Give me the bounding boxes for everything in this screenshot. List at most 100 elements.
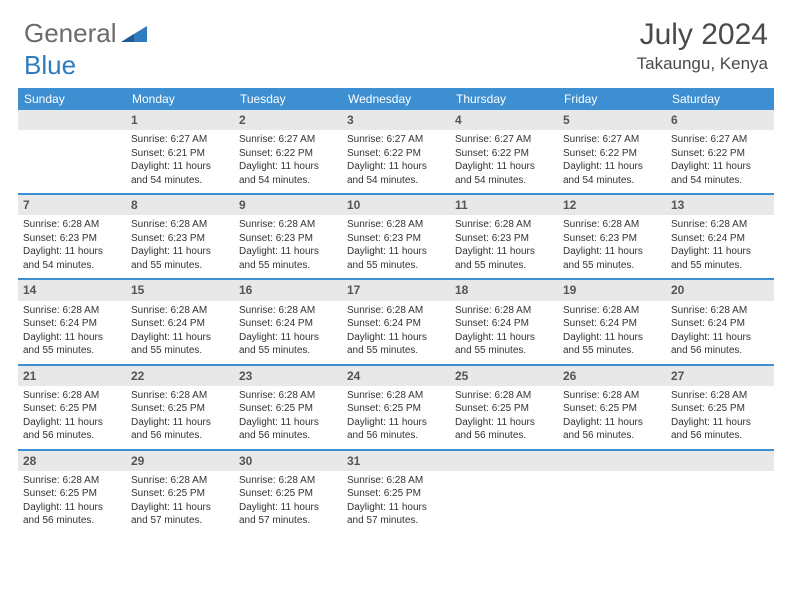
day-details: Sunrise: 6:28 AMSunset: 6:25 PMDaylight:… bbox=[342, 386, 450, 449]
day-number: 18 bbox=[450, 280, 558, 300]
flag-icon bbox=[121, 20, 149, 51]
day-details: Sunrise: 6:28 AMSunset: 6:23 PMDaylight:… bbox=[234, 215, 342, 278]
calendar-day: 7Sunrise: 6:28 AMSunset: 6:23 PMDaylight… bbox=[18, 195, 126, 278]
day-details: Sunrise: 6:28 AMSunset: 6:25 PMDaylight:… bbox=[234, 471, 342, 534]
day-number: 23 bbox=[234, 366, 342, 386]
day-number: 16 bbox=[234, 280, 342, 300]
sunrise-text: Sunrise: 6:28 AM bbox=[563, 389, 661, 403]
sunrise-text: Sunrise: 6:28 AM bbox=[455, 218, 553, 232]
sunset-text: Sunset: 6:25 PM bbox=[347, 487, 445, 501]
calendar-week: 21Sunrise: 6:28 AMSunset: 6:25 PMDayligh… bbox=[18, 366, 774, 451]
calendar-day: 27Sunrise: 6:28 AMSunset: 6:25 PMDayligh… bbox=[666, 366, 774, 449]
sunset-text: Sunset: 6:22 PM bbox=[671, 147, 769, 161]
daylight-text: Daylight: 11 hours and 55 minutes. bbox=[239, 245, 337, 272]
calendar-day: 16Sunrise: 6:28 AMSunset: 6:24 PMDayligh… bbox=[234, 280, 342, 363]
sunset-text: Sunset: 6:22 PM bbox=[347, 147, 445, 161]
day-details: Sunrise: 6:28 AMSunset: 6:25 PMDaylight:… bbox=[126, 386, 234, 449]
weekday-header: Thursday bbox=[450, 88, 558, 110]
sunrise-text: Sunrise: 6:28 AM bbox=[23, 304, 121, 318]
calendar-day: 31Sunrise: 6:28 AMSunset: 6:25 PMDayligh… bbox=[342, 451, 450, 534]
day-number bbox=[666, 451, 774, 471]
day-number: 27 bbox=[666, 366, 774, 386]
sunrise-text: Sunrise: 6:28 AM bbox=[455, 304, 553, 318]
sunset-text: Sunset: 6:25 PM bbox=[131, 402, 229, 416]
day-number bbox=[450, 451, 558, 471]
day-details: Sunrise: 6:27 AMSunset: 6:22 PMDaylight:… bbox=[666, 130, 774, 193]
day-number: 17 bbox=[342, 280, 450, 300]
calendar-day: 14Sunrise: 6:28 AMSunset: 6:24 PMDayligh… bbox=[18, 280, 126, 363]
day-number: 13 bbox=[666, 195, 774, 215]
sunset-text: Sunset: 6:23 PM bbox=[347, 232, 445, 246]
sunrise-text: Sunrise: 6:27 AM bbox=[347, 133, 445, 147]
calendar-day: 13Sunrise: 6:28 AMSunset: 6:24 PMDayligh… bbox=[666, 195, 774, 278]
sunrise-text: Sunrise: 6:28 AM bbox=[671, 389, 769, 403]
day-details: Sunrise: 6:28 AMSunset: 6:23 PMDaylight:… bbox=[18, 215, 126, 278]
day-details: Sunrise: 6:28 AMSunset: 6:25 PMDaylight:… bbox=[558, 386, 666, 449]
day-number: 26 bbox=[558, 366, 666, 386]
daylight-text: Daylight: 11 hours and 56 minutes. bbox=[563, 416, 661, 443]
sunrise-text: Sunrise: 6:28 AM bbox=[671, 304, 769, 318]
brand-text-1: General bbox=[24, 18, 117, 49]
day-number: 2 bbox=[234, 110, 342, 130]
daylight-text: Daylight: 11 hours and 55 minutes. bbox=[347, 331, 445, 358]
day-details: Sunrise: 6:28 AMSunset: 6:24 PMDaylight:… bbox=[450, 301, 558, 364]
calendar-day: 11Sunrise: 6:28 AMSunset: 6:23 PMDayligh… bbox=[450, 195, 558, 278]
calendar-day: 10Sunrise: 6:28 AMSunset: 6:23 PMDayligh… bbox=[342, 195, 450, 278]
sunset-text: Sunset: 6:22 PM bbox=[239, 147, 337, 161]
calendar-day: 2 Sunrise: 6:27 AMSunset: 6:22 PMDaylight… bbox=[234, 110, 342, 193]
sunrise-text: Sunrise: 6:28 AM bbox=[239, 218, 337, 232]
calendar-day: 20Sunrise: 6:28 AMSunset: 6:24 PMDayligh… bbox=[666, 280, 774, 363]
daylight-text: Daylight: 11 hours and 56 minutes. bbox=[239, 416, 337, 443]
sunrise-text: Sunrise: 6:27 AM bbox=[563, 133, 661, 147]
calendar-day bbox=[18, 110, 126, 193]
day-number: 10 bbox=[342, 195, 450, 215]
day-number: 24 bbox=[342, 366, 450, 386]
calendar-day: 21Sunrise: 6:28 AMSunset: 6:25 PMDayligh… bbox=[18, 366, 126, 449]
location-label: Takaungu, Kenya bbox=[637, 54, 768, 74]
day-details: Sunrise: 6:28 AMSunset: 6:25 PMDaylight:… bbox=[234, 386, 342, 449]
sunset-text: Sunset: 6:24 PM bbox=[455, 317, 553, 331]
calendar-day: 18Sunrise: 6:28 AMSunset: 6:24 PMDayligh… bbox=[450, 280, 558, 363]
daylight-text: Daylight: 11 hours and 57 minutes. bbox=[131, 501, 229, 528]
sunset-text: Sunset: 6:23 PM bbox=[131, 232, 229, 246]
weekday-header: Sunday bbox=[18, 88, 126, 110]
daylight-text: Daylight: 11 hours and 55 minutes. bbox=[563, 331, 661, 358]
day-details: Sunrise: 6:28 AMSunset: 6:24 PMDaylight:… bbox=[666, 215, 774, 278]
weekday-header: Wednesday bbox=[342, 88, 450, 110]
sunrise-text: Sunrise: 6:28 AM bbox=[131, 474, 229, 488]
sunrise-text: Sunrise: 6:28 AM bbox=[347, 218, 445, 232]
calendar-day: 6Sunrise: 6:27 AMSunset: 6:22 PMDaylight… bbox=[666, 110, 774, 193]
brand-text-2: Blue bbox=[24, 50, 76, 81]
daylight-text: Daylight: 11 hours and 54 minutes. bbox=[239, 160, 337, 187]
sunset-text: Sunset: 6:24 PM bbox=[671, 317, 769, 331]
calendar-day: 26Sunrise: 6:28 AMSunset: 6:25 PMDayligh… bbox=[558, 366, 666, 449]
day-number: 22 bbox=[126, 366, 234, 386]
sunrise-text: Sunrise: 6:27 AM bbox=[239, 133, 337, 147]
day-details: Sunrise: 6:28 AMSunset: 6:25 PMDaylight:… bbox=[666, 386, 774, 449]
day-details: Sunrise: 6:28 AMSunset: 6:24 PMDaylight:… bbox=[342, 301, 450, 364]
daylight-text: Daylight: 11 hours and 55 minutes. bbox=[23, 331, 121, 358]
sunrise-text: Sunrise: 6:28 AM bbox=[455, 389, 553, 403]
day-number: 21 bbox=[18, 366, 126, 386]
calendar-day: 30Sunrise: 6:28 AMSunset: 6:25 PMDayligh… bbox=[234, 451, 342, 534]
sunrise-text: Sunrise: 6:28 AM bbox=[347, 304, 445, 318]
daylight-text: Daylight: 11 hours and 55 minutes. bbox=[455, 245, 553, 272]
calendar-day: 15Sunrise: 6:28 AMSunset: 6:24 PMDayligh… bbox=[126, 280, 234, 363]
sunset-text: Sunset: 6:23 PM bbox=[239, 232, 337, 246]
calendar-week: 28Sunrise: 6:28 AMSunset: 6:25 PMDayligh… bbox=[18, 451, 774, 534]
sunset-text: Sunset: 6:25 PM bbox=[239, 487, 337, 501]
sunrise-text: Sunrise: 6:28 AM bbox=[563, 218, 661, 232]
day-details: Sunrise: 6:28 AMSunset: 6:23 PMDaylight:… bbox=[126, 215, 234, 278]
sunrise-text: Sunrise: 6:28 AM bbox=[671, 218, 769, 232]
day-number: 3 bbox=[342, 110, 450, 130]
calendar-day: 24Sunrise: 6:28 AMSunset: 6:25 PMDayligh… bbox=[342, 366, 450, 449]
sunset-text: Sunset: 6:25 PM bbox=[671, 402, 769, 416]
sunset-text: Sunset: 6:25 PM bbox=[23, 402, 121, 416]
day-details: Sunrise: 6:28 AMSunset: 6:24 PMDaylight:… bbox=[234, 301, 342, 364]
daylight-text: Daylight: 11 hours and 54 minutes. bbox=[671, 160, 769, 187]
day-details: Sunrise: 6:28 AMSunset: 6:23 PMDaylight:… bbox=[342, 215, 450, 278]
calendar-day: 17Sunrise: 6:28 AMSunset: 6:24 PMDayligh… bbox=[342, 280, 450, 363]
calendar-day: 25Sunrise: 6:28 AMSunset: 6:25 PMDayligh… bbox=[450, 366, 558, 449]
daylight-text: Daylight: 11 hours and 55 minutes. bbox=[671, 245, 769, 272]
sunset-text: Sunset: 6:25 PM bbox=[347, 402, 445, 416]
